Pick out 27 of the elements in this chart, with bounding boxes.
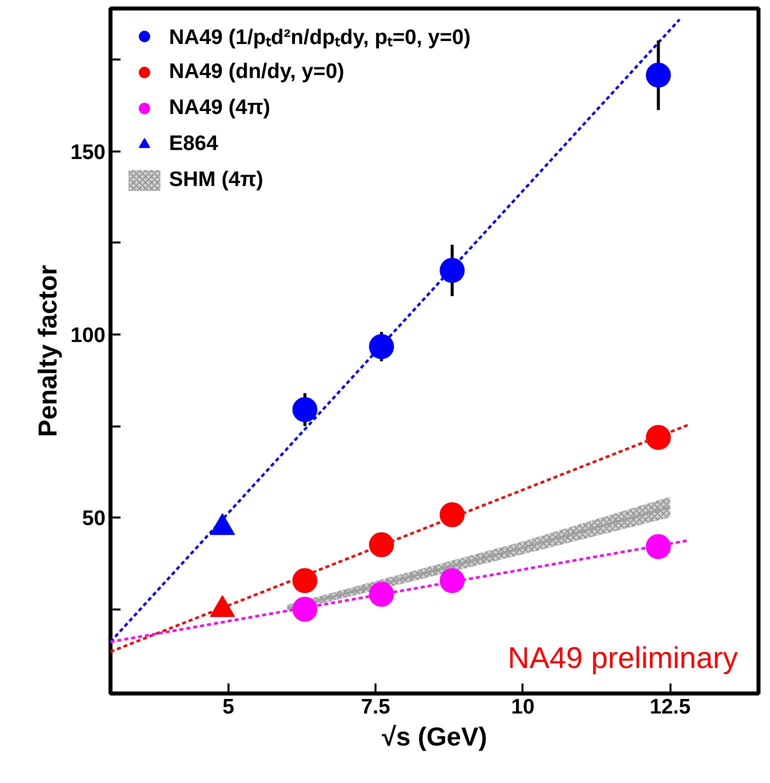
point xyxy=(292,568,318,594)
point xyxy=(440,502,465,528)
y-tick-label: 50 xyxy=(82,507,106,530)
annotation: NA49 preliminary xyxy=(508,642,738,676)
legend-label: SHM (4π) xyxy=(169,167,264,193)
x-tick-label: 5 xyxy=(222,696,234,718)
point xyxy=(646,424,671,450)
point xyxy=(292,397,318,422)
legend-label: NA49 (4π) xyxy=(169,95,270,121)
point xyxy=(292,596,318,622)
point xyxy=(646,62,671,88)
x-tick-label: 10 xyxy=(511,696,535,718)
y-axis-title: Penalty factor xyxy=(32,265,62,437)
y-tick-label: 100 xyxy=(70,324,106,348)
point xyxy=(368,532,394,558)
point xyxy=(440,258,465,283)
point xyxy=(368,582,394,607)
point xyxy=(646,534,671,560)
legend-label: NA49 (1/pₜd²n/dpₜdy, pₜ=0, y=0) xyxy=(169,25,471,50)
legend-label: NA49 (dn/dy, y=0) xyxy=(169,59,344,85)
x-tick-label: 12.5 xyxy=(650,696,691,718)
x-axis-title: √s (GeV) xyxy=(382,722,488,752)
legend-label: E864 xyxy=(169,131,218,157)
x-tick-label: 7.5 xyxy=(360,696,391,718)
point xyxy=(440,568,465,594)
y-tick-label: 150 xyxy=(70,140,106,164)
point xyxy=(368,334,394,360)
